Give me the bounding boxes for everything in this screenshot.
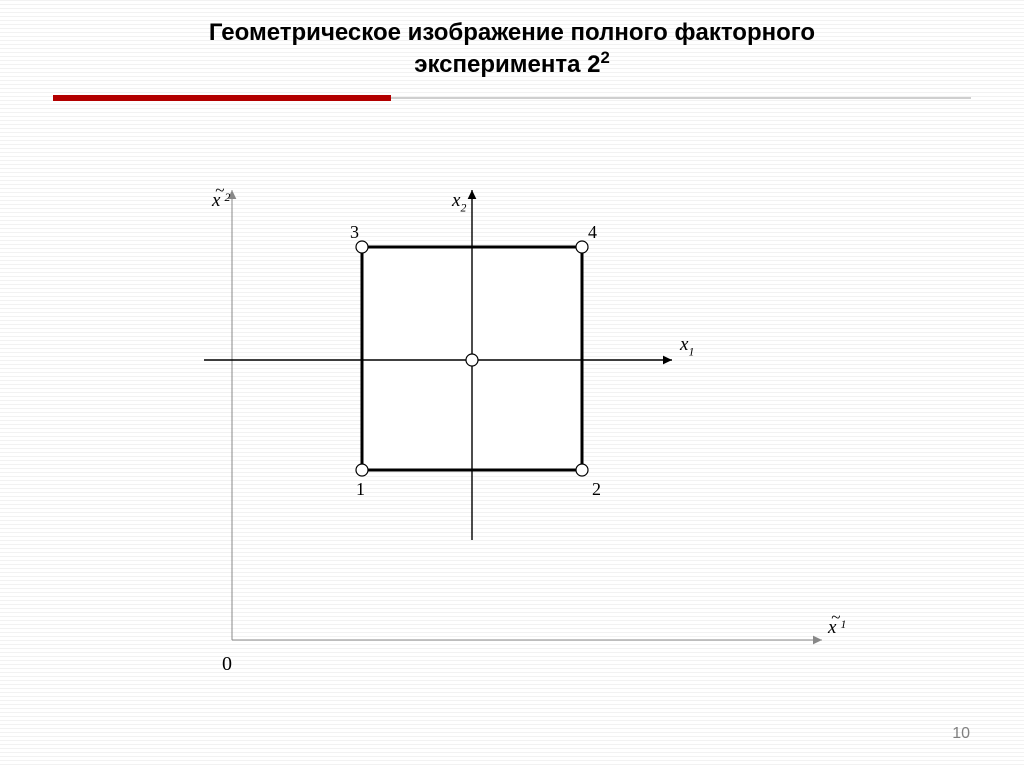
svg-text:2: 2 (592, 479, 601, 499)
title-line1: Геометрическое изображение полного факто… (209, 19, 815, 46)
svg-text:1: 1 (356, 479, 365, 499)
title-sup: 2 (600, 48, 609, 67)
svg-text:x1: x1 (679, 334, 694, 358)
svg-text:x2: x2 (451, 190, 466, 214)
title-rule (53, 95, 971, 101)
page-number: 10 (952, 725, 970, 743)
rule-gray-segment (391, 97, 971, 99)
factorial-diagram: x~1 x~2 x1 x2 0 1 2 3 4 (172, 170, 852, 670)
slide: Геометрическое изображение полного факто… (0, 0, 1024, 767)
svg-text:x~2: x~2 (211, 181, 230, 211)
svg-text:x~1: x~1 (827, 608, 846, 638)
svg-text:3: 3 (350, 222, 359, 242)
title-line2: эксперимента 2 (414, 51, 600, 78)
svg-text:4: 4 (588, 222, 597, 242)
svg-text:0: 0 (222, 653, 232, 670)
rule-red-segment (53, 95, 391, 101)
slide-title: Геометрическое изображение полного факто… (0, 18, 1024, 80)
